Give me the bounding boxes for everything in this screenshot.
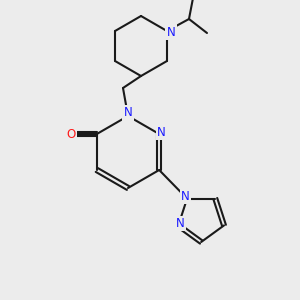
- Text: N: N: [181, 190, 189, 203]
- Text: N: N: [176, 217, 185, 230]
- Text: O: O: [66, 128, 75, 140]
- Text: N: N: [167, 26, 176, 38]
- Text: N: N: [124, 106, 132, 119]
- Text: N: N: [157, 125, 166, 139]
